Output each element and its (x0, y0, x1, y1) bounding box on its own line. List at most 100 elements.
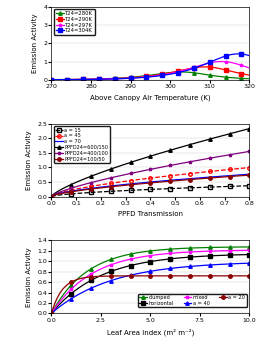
PPFD24=600/150 (50, 194, 53, 198)
horizontal (68, 293, 71, 297)
Line: a = 40: a = 40 (50, 262, 251, 315)
a = 45 (115, 180, 118, 184)
a = 15 (115, 189, 118, 193)
clumped (51, 310, 54, 314)
PPFD24=400/100 (224, 153, 227, 157)
T24=290K (198, 65, 201, 69)
horizontal (50, 311, 53, 315)
clumped (122, 254, 125, 258)
a = 45 (50, 194, 53, 198)
Line: a = 15: a = 15 (50, 184, 251, 198)
T24=304K (169, 72, 172, 76)
T24=290K (50, 78, 53, 82)
a = 70 (224, 174, 227, 178)
a = 45 (104, 182, 107, 186)
PPFD24=100/50 (50, 194, 53, 198)
PPFD24=600/150 (238, 129, 241, 133)
mixed (133, 256, 136, 260)
a = 15 (123, 189, 126, 193)
PPFD24=400/100 (238, 151, 241, 155)
a = 20 (157, 274, 160, 278)
a = 40 (133, 272, 136, 276)
T24=290K (204, 65, 207, 69)
T24=304K (50, 78, 53, 82)
T24=297K (198, 64, 201, 68)
T24=297K (188, 67, 191, 71)
PPFD24=100/50 (123, 183, 126, 187)
T24=304K (64, 78, 67, 82)
T24=290K (248, 73, 251, 77)
T24=290K (169, 71, 172, 75)
a = 40 (51, 310, 54, 314)
mixed (51, 310, 54, 314)
a = 20 (133, 274, 136, 278)
T24=280K (180, 70, 183, 74)
clumped (231, 245, 234, 249)
T24=297K (64, 78, 67, 82)
a = 20 (122, 274, 125, 278)
T24=290K (64, 78, 67, 82)
T24=304K (248, 54, 251, 58)
Line: a = 45: a = 45 (50, 166, 251, 198)
a = 45 (123, 179, 126, 183)
a = 70 (238, 173, 241, 177)
PPFD24=100/50 (224, 175, 227, 179)
T24=297K (220, 59, 223, 63)
T24=304K (188, 67, 191, 71)
T24=280K (190, 70, 194, 74)
clumped (50, 311, 53, 315)
Y-axis label: Emission Activity: Emission Activity (26, 247, 32, 307)
PPFD24=400/100 (123, 173, 126, 177)
T24=290K (188, 66, 191, 70)
a = 40 (68, 298, 71, 302)
a = 45 (214, 169, 217, 173)
Y-axis label: Emission Activity: Emission Activity (32, 13, 38, 73)
a = 70 (104, 185, 107, 189)
Line: PPFD24=100/50: PPFD24=100/50 (50, 173, 251, 198)
mixed (157, 252, 160, 256)
a = 20 (51, 308, 54, 312)
PPFD24=600/150 (248, 127, 251, 131)
horizontal (122, 265, 125, 269)
PPFD24=400/100 (214, 155, 217, 159)
a = 15 (224, 184, 227, 188)
T24=280K (141, 74, 144, 78)
T24=304K (141, 75, 144, 80)
clumped (68, 285, 71, 289)
Line: T24=304K: T24=304K (50, 52, 251, 82)
T24=297K (169, 71, 172, 75)
a = 15 (248, 184, 251, 188)
Legend: a = 15, a = 45, a = 70, PPFD24=600/150, PPFD24=400/100, PPFD24=100/50: a = 15, a = 45, a = 70, PPFD24=600/150, … (54, 126, 110, 163)
PPFD24=400/100 (248, 149, 251, 153)
a = 40 (157, 268, 160, 272)
Line: T24=297K: T24=297K (50, 60, 251, 82)
a = 45 (238, 166, 241, 171)
a = 20 (248, 274, 251, 278)
T24=280K (200, 72, 203, 76)
a = 20 (68, 281, 71, 285)
Line: a = 20: a = 20 (50, 274, 251, 315)
a = 40 (248, 261, 251, 265)
a = 40 (122, 275, 125, 279)
T24=280K (99, 77, 102, 81)
PPFD24=100/50 (214, 176, 217, 180)
a = 15 (104, 189, 107, 193)
a = 70 (115, 183, 118, 187)
T24=297K (248, 66, 251, 70)
Line: T24=290K: T24=290K (50, 65, 251, 81)
a = 15 (214, 185, 217, 189)
PPFD24=100/50 (248, 173, 251, 177)
clumped (248, 245, 251, 249)
Legend: T24=280K, T24=290K, T24=297K, T24=304K: T24=280K, T24=290K, T24=297K, T24=304K (54, 9, 95, 35)
mixed (122, 259, 125, 263)
clumped (133, 251, 136, 255)
horizontal (133, 263, 136, 267)
T24=280K (248, 77, 251, 81)
X-axis label: Above Canopy Air Temperature (K): Above Canopy Air Temperature (K) (90, 94, 211, 101)
Line: mixed: mixed (50, 249, 251, 315)
PPFD24=600/150 (123, 162, 126, 166)
T24=304K (99, 77, 102, 81)
PPFD24=600/150 (115, 165, 118, 169)
T24=297K (99, 77, 102, 81)
T24=290K (141, 75, 144, 79)
